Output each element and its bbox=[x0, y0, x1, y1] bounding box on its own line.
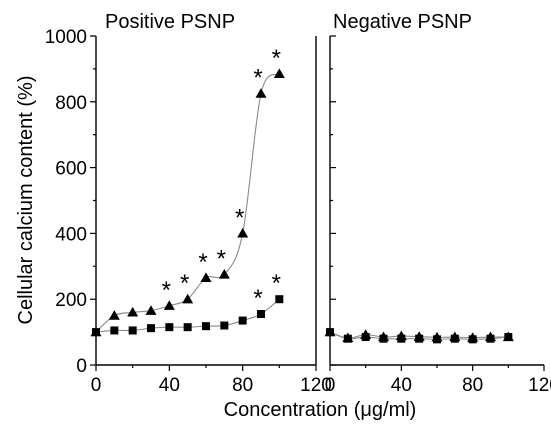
significance-marker: * bbox=[180, 270, 189, 297]
data-point-square bbox=[238, 316, 247, 325]
y-tick-label: 1000 bbox=[45, 27, 87, 48]
data-point-triangle bbox=[127, 306, 139, 317]
data-point-square bbox=[415, 334, 424, 343]
y-tick-label: 600 bbox=[55, 159, 87, 180]
significance-marker: * bbox=[162, 277, 171, 304]
x-tick-label: 120 bbox=[300, 375, 332, 396]
data-point-square bbox=[183, 323, 192, 332]
data-point-square bbox=[220, 321, 229, 330]
data-point-square bbox=[343, 334, 352, 343]
x-tick-label: 0 bbox=[91, 375, 102, 396]
significance-marker: * bbox=[198, 249, 207, 276]
data-point-square bbox=[110, 326, 119, 335]
data-point-triangle bbox=[200, 272, 212, 282]
data-point-square bbox=[165, 323, 174, 332]
series-fit-line bbox=[95, 73, 280, 333]
data-point-square bbox=[147, 324, 155, 333]
data-point-triangle bbox=[108, 310, 120, 320]
significance-marker: * bbox=[253, 285, 262, 312]
data-point-square bbox=[504, 333, 513, 342]
x-tick-label: 40 bbox=[391, 375, 412, 396]
data-point-square bbox=[202, 322, 210, 331]
left-panel-title: Positive PSNP bbox=[105, 11, 235, 33]
y-tick-label: 200 bbox=[55, 290, 87, 311]
significance-marker: * bbox=[272, 45, 281, 72]
x-tick-label: 80 bbox=[462, 375, 483, 396]
x-axis-title: Concentration (μg/ml) bbox=[224, 399, 417, 421]
significance-marker: * bbox=[253, 65, 262, 92]
right-panel-title: Negative PSNP bbox=[333, 11, 472, 33]
data-point-square bbox=[397, 334, 406, 343]
significance-marker: * bbox=[272, 270, 281, 297]
x-tick-label: 0 bbox=[325, 375, 336, 396]
left-panel: * ** ****** Positive PSNP 0200400600800100… bbox=[45, 11, 332, 396]
data-point-square bbox=[379, 334, 388, 343]
data-point-square bbox=[257, 310, 265, 319]
x-tick-label: 120 bbox=[528, 375, 551, 396]
data-point-square bbox=[433, 335, 441, 344]
significance-marker: * bbox=[217, 246, 226, 273]
y-tick-label: 400 bbox=[55, 224, 87, 245]
data-point-square bbox=[275, 295, 284, 304]
data-point-triangle bbox=[182, 293, 194, 304]
data-point-triangle bbox=[163, 300, 175, 310]
x-tick-label: 80 bbox=[232, 375, 253, 396]
y-axis-title: Cellular calcium content (%) bbox=[15, 76, 37, 325]
data-point-square bbox=[468, 335, 477, 344]
x-tick-label: 40 bbox=[159, 375, 180, 396]
data-point-triangle bbox=[145, 305, 157, 315]
data-point-triangle bbox=[218, 269, 230, 279]
data-point-square bbox=[128, 326, 137, 335]
data-point-triangle bbox=[255, 88, 267, 98]
data-point-triangle bbox=[237, 227, 249, 238]
data-point-square bbox=[486, 334, 495, 343]
significance-marker: * bbox=[235, 204, 244, 231]
data-point-square bbox=[361, 333, 370, 342]
right-panel-frame bbox=[329, 36, 544, 366]
right-panel: Negative PSNP 0 40 80 120 bbox=[324, 11, 551, 396]
data-point-square bbox=[450, 334, 459, 343]
y-tick-label: 0 bbox=[76, 356, 87, 377]
data-point-triangle bbox=[273, 68, 285, 78]
y-tick-label: 800 bbox=[55, 93, 87, 114]
